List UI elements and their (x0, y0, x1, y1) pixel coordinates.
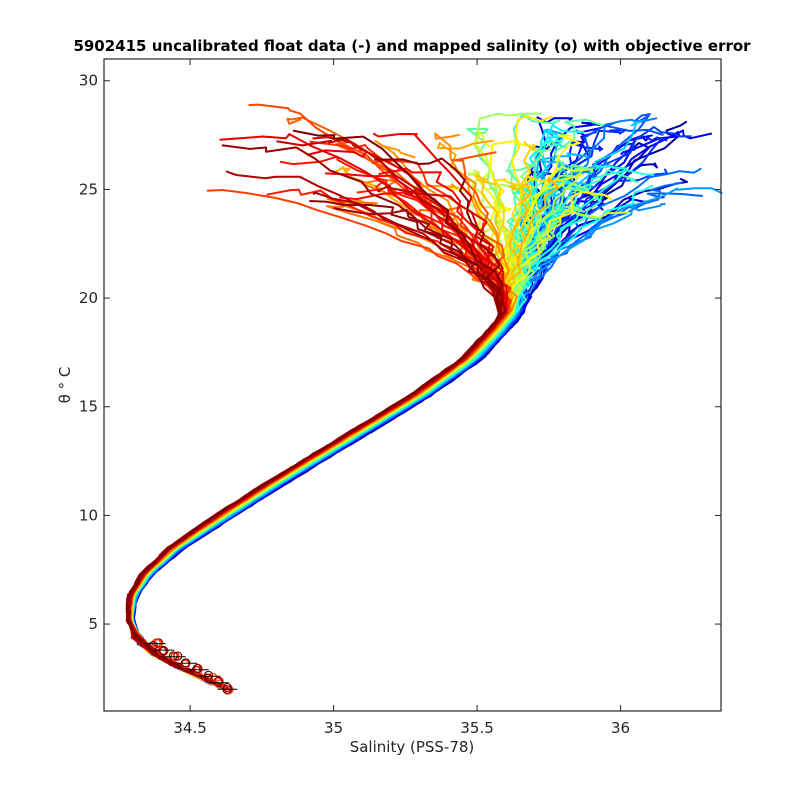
x-tick-label: 36 (611, 719, 630, 737)
y-tick-label: 5 (88, 615, 98, 633)
profiles-layer (125, 103, 723, 691)
mapped-salinity-marker (148, 640, 158, 651)
y-tick-label: 30 (79, 72, 98, 90)
mapped-salinity-marker (153, 638, 164, 648)
plot-area-frame (103, 58, 722, 712)
mapped-salinity-marker (203, 673, 213, 683)
mapped-salinity-marker (214, 679, 225, 689)
mapped-salinity-marker (208, 672, 218, 682)
y-tick-label: 25 (79, 180, 98, 198)
axis-ticks: 34.5 35 35.5 36 5 10 15 20 25 30 (79, 59, 721, 737)
mapped-salinity-marker (158, 646, 168, 656)
x-tick-label: 35.5 (460, 719, 493, 737)
mapped-salinity-marker (222, 682, 232, 693)
mapped-salinity-marker (173, 651, 183, 661)
profile-line (125, 129, 504, 691)
mapped-salinity-marker (192, 663, 202, 674)
x-tick-label: 35 (324, 719, 343, 737)
mapped-salinity-markers (145, 638, 238, 695)
mapped-salinity-marker (213, 676, 223, 687)
y-axis-label: θ ° C (56, 367, 74, 404)
chart-title: 5902415 uncalibrated float data (-) and … (73, 37, 751, 55)
x-axis-label: Salinity (PSS-78) (350, 738, 475, 756)
y-tick-label: 10 (79, 506, 98, 524)
y-tick-label: 15 (79, 398, 98, 416)
x-tick-label: 34.5 (173, 719, 206, 737)
y-tick-label: 20 (79, 289, 98, 307)
